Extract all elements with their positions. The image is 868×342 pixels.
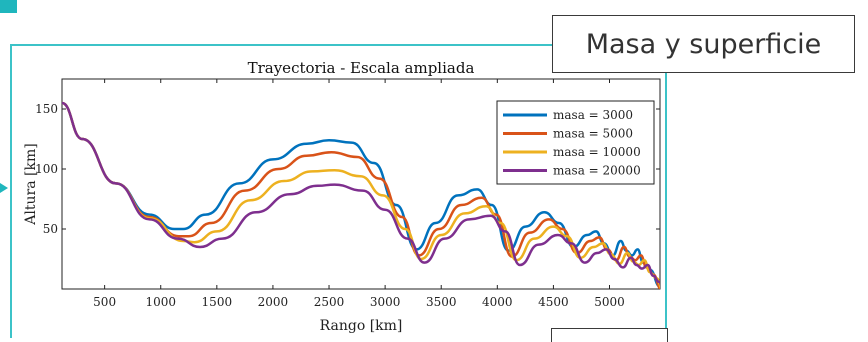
series-line-3 (62, 101, 660, 289)
y-tick-label: 100 (35, 162, 58, 176)
y-axis-label: Altura [km] (23, 143, 39, 225)
x-axis-label: Rango [km] (320, 318, 403, 334)
arrow-icon (0, 183, 8, 193)
x-tick-label: 3000 (370, 295, 401, 309)
legend-label-3: masa = 10000 (553, 145, 641, 159)
x-tick-label: 4500 (538, 295, 569, 309)
y-tick-label: 150 (35, 102, 58, 116)
frame-left-line (10, 44, 12, 338)
frame-top-line (10, 44, 552, 46)
series-line-1 (62, 101, 660, 288)
x-tick-label: 1500 (202, 295, 233, 309)
legend-label-2: masa = 5000 (553, 127, 633, 141)
x-tick-label: 500 (93, 295, 116, 309)
legend-label-1: masa = 3000 (553, 108, 633, 122)
chart-title: Trayectoria - Escala ampliada (248, 59, 475, 77)
series-line-4 (62, 101, 660, 287)
x-tick-label: 3500 (426, 295, 457, 309)
x-tick-label: 5000 (594, 295, 625, 309)
section-title-box: Masa y superficie (552, 15, 855, 73)
legend-label-4: masa = 20000 (553, 164, 641, 178)
section-title: Masa y superficie (585, 28, 822, 60)
x-tick-label: 1000 (145, 295, 176, 309)
frame-right-line (665, 73, 667, 338)
y-tick-label: 50 (43, 222, 58, 236)
x-tick-label: 2000 (258, 295, 289, 309)
slide-accent-corner (0, 0, 17, 13)
x-tick-label: 4000 (482, 295, 513, 309)
series-line-2 (62, 101, 660, 289)
x-tick-label: 2500 (314, 295, 345, 309)
